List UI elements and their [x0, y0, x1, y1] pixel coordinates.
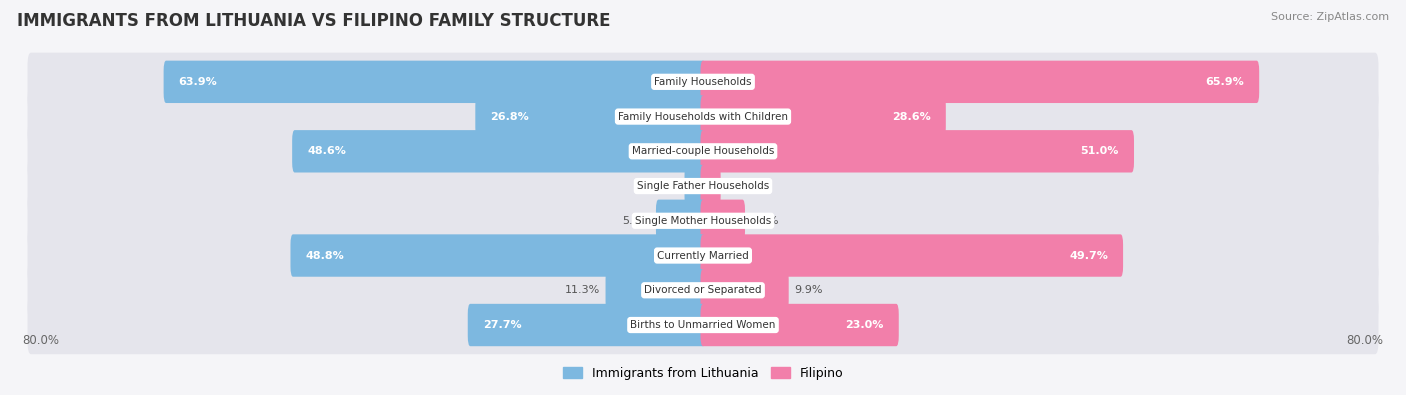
FancyBboxPatch shape: [700, 95, 946, 138]
FancyBboxPatch shape: [700, 234, 1123, 277]
Text: 63.9%: 63.9%: [179, 77, 218, 87]
FancyBboxPatch shape: [28, 157, 1378, 215]
Text: 5.3%: 5.3%: [621, 216, 650, 226]
FancyBboxPatch shape: [685, 165, 706, 207]
Text: Source: ZipAtlas.com: Source: ZipAtlas.com: [1271, 12, 1389, 22]
FancyBboxPatch shape: [28, 192, 1378, 250]
FancyBboxPatch shape: [700, 61, 1260, 103]
Text: 51.0%: 51.0%: [1080, 146, 1119, 156]
Text: 80.0%: 80.0%: [1347, 333, 1384, 346]
FancyBboxPatch shape: [28, 226, 1378, 285]
Text: 49.7%: 49.7%: [1069, 250, 1108, 261]
Text: Currently Married: Currently Married: [657, 250, 749, 261]
FancyBboxPatch shape: [28, 53, 1378, 111]
FancyBboxPatch shape: [700, 199, 745, 242]
FancyBboxPatch shape: [28, 87, 1378, 146]
FancyBboxPatch shape: [606, 269, 706, 312]
FancyBboxPatch shape: [475, 95, 706, 138]
Legend: Immigrants from Lithuania, Filipino: Immigrants from Lithuania, Filipino: [558, 361, 848, 385]
Text: 4.7%: 4.7%: [751, 216, 779, 226]
FancyBboxPatch shape: [700, 130, 1135, 173]
Text: 48.6%: 48.6%: [308, 146, 346, 156]
Text: 11.3%: 11.3%: [564, 285, 599, 295]
Text: Family Households: Family Households: [654, 77, 752, 87]
FancyBboxPatch shape: [657, 199, 706, 242]
Text: Births to Unmarried Women: Births to Unmarried Women: [630, 320, 776, 330]
Text: 80.0%: 80.0%: [22, 333, 59, 346]
Text: Single Mother Households: Single Mother Households: [636, 216, 770, 226]
Text: 23.0%: 23.0%: [845, 320, 883, 330]
Text: 28.6%: 28.6%: [891, 111, 931, 122]
FancyBboxPatch shape: [28, 261, 1378, 320]
Text: 48.8%: 48.8%: [305, 250, 344, 261]
FancyBboxPatch shape: [292, 130, 706, 173]
FancyBboxPatch shape: [700, 304, 898, 346]
FancyBboxPatch shape: [28, 296, 1378, 354]
FancyBboxPatch shape: [163, 61, 706, 103]
FancyBboxPatch shape: [700, 269, 789, 312]
Text: IMMIGRANTS FROM LITHUANIA VS FILIPINO FAMILY STRUCTURE: IMMIGRANTS FROM LITHUANIA VS FILIPINO FA…: [17, 12, 610, 30]
FancyBboxPatch shape: [28, 122, 1378, 181]
FancyBboxPatch shape: [468, 304, 706, 346]
Text: Divorced or Separated: Divorced or Separated: [644, 285, 762, 295]
Text: 1.9%: 1.9%: [650, 181, 679, 191]
FancyBboxPatch shape: [700, 165, 721, 207]
Text: 65.9%: 65.9%: [1205, 77, 1244, 87]
Text: 26.8%: 26.8%: [491, 111, 529, 122]
FancyBboxPatch shape: [291, 234, 706, 277]
Text: 9.9%: 9.9%: [794, 285, 823, 295]
Text: 1.8%: 1.8%: [727, 181, 755, 191]
Text: Family Households with Children: Family Households with Children: [619, 111, 787, 122]
Text: Married-couple Households: Married-couple Households: [631, 146, 775, 156]
Text: 27.7%: 27.7%: [482, 320, 522, 330]
Text: Single Father Households: Single Father Households: [637, 181, 769, 191]
